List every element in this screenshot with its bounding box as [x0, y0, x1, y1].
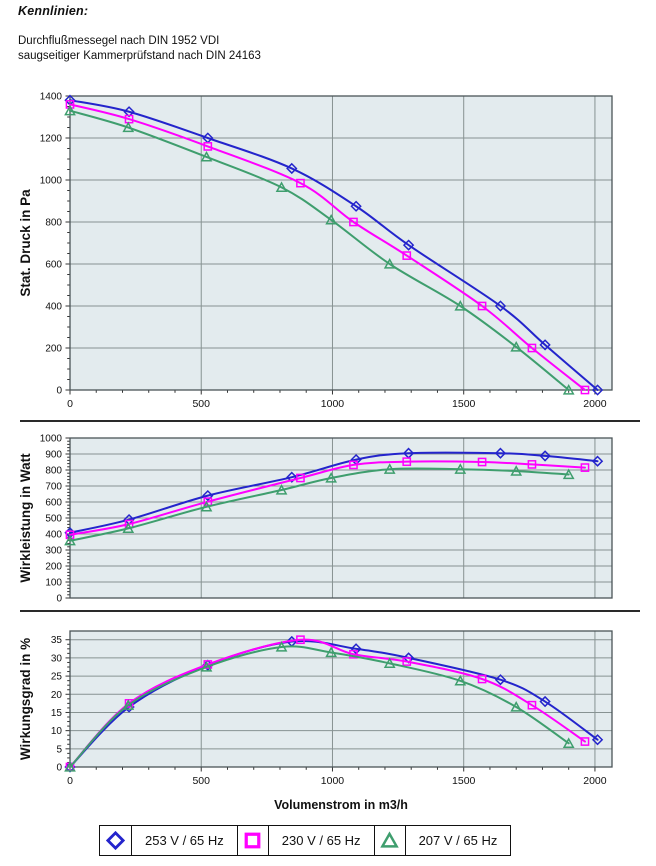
svg-text:400: 400 — [45, 530, 62, 541]
svg-text:1000: 1000 — [40, 434, 63, 445]
svg-text:1000: 1000 — [321, 398, 345, 410]
svg-text:1500: 1500 — [452, 398, 476, 410]
svg-text:1000: 1000 — [40, 176, 63, 187]
svg-text:30: 30 — [51, 653, 63, 664]
svg-text:2000: 2000 — [583, 775, 607, 787]
series-curve — [69, 645, 570, 768]
legend-label-230v: 230 V / 65 Hz — [267, 826, 374, 855]
series-curve — [69, 639, 599, 768]
svg-text:200: 200 — [45, 562, 62, 573]
static-pressure-chart: 0 200 400 600 800 1000 1200 1400 0 500 1000 1500 200… — [18, 92, 613, 410]
svg-text:10: 10 — [51, 726, 63, 737]
subtitle-line-2: saugseitiger Kammerprüfstand nach DIN 24… — [18, 49, 261, 62]
svg-text:Wirkungsgrad in %: Wirkungsgrad in % — [18, 638, 33, 760]
svg-text:15: 15 — [51, 708, 63, 719]
svg-text:0: 0 — [67, 398, 73, 410]
series-curve — [69, 109, 570, 391]
svg-text:800: 800 — [45, 218, 62, 229]
legend-diamond-icon — [100, 826, 131, 855]
svg-text:2000: 2000 — [583, 398, 607, 410]
svg-text:0: 0 — [67, 775, 73, 787]
page-title: Kennlinien: — [18, 4, 89, 18]
series-curve — [69, 467, 570, 542]
svg-text:20: 20 — [51, 690, 63, 701]
power-chart: 0 100 200 300 400 500 600 700 800 900 1000 Wirkleis… — [18, 434, 613, 605]
legend-label-207v: 207 V / 65 Hz — [404, 826, 511, 855]
svg-text:500: 500 — [192, 775, 210, 787]
svg-text:300: 300 — [45, 546, 62, 557]
svg-text:1400: 1400 — [40, 92, 63, 103]
svg-text:Stat. Druck in Pa: Stat. Druck in Pa — [18, 189, 33, 297]
svg-text:600: 600 — [45, 260, 62, 271]
svg-text:900: 900 — [45, 450, 62, 461]
legend-square-icon — [236, 826, 268, 855]
svg-text:1500: 1500 — [452, 775, 476, 787]
series-curve — [69, 99, 599, 391]
svg-text:0: 0 — [56, 594, 62, 605]
efficiency-chart: 0 5 10 15 20 25 30 35 0 500 1000 1500 2000 Wirkungsgr… — [18, 630, 613, 787]
chart-separator-line — [20, 610, 640, 612]
chart-separator-line — [20, 420, 640, 422]
svg-text:1000: 1000 — [321, 775, 345, 787]
svg-text:100: 100 — [45, 578, 62, 589]
svg-text:800: 800 — [45, 466, 62, 477]
legend-triangle-icon — [373, 826, 405, 855]
svg-text:0: 0 — [56, 386, 62, 397]
series-curve — [69, 103, 586, 391]
page-subtitle: Durchflußmessegel nach DIN 1952 VDI saug… — [18, 34, 261, 63]
svg-text:200: 200 — [45, 344, 62, 355]
svg-text:700: 700 — [45, 482, 62, 493]
svg-text:5: 5 — [56, 744, 62, 755]
legend-label-253v: 253 V / 65 Hz — [131, 826, 237, 855]
legend: 253 V / 65 Hz 230 V / 65 Hz 207 V / 65 H… — [99, 825, 512, 856]
svg-text:500: 500 — [45, 514, 62, 525]
svg-text:35: 35 — [51, 635, 63, 646]
svg-text:400: 400 — [45, 302, 62, 313]
series-curve — [69, 638, 586, 768]
svg-text:Wirkleistung in Watt: Wirkleistung in Watt — [18, 453, 33, 583]
svg-text:0: 0 — [56, 763, 62, 774]
x-axis-title: Volumenstrom in m3/h — [274, 798, 408, 812]
svg-text:600: 600 — [45, 498, 62, 509]
svg-text:1200: 1200 — [40, 134, 63, 145]
subtitle-line-1: Durchflußmessegel nach DIN 1952 VDI — [18, 35, 220, 47]
svg-text:25: 25 — [51, 672, 63, 683]
svg-text:500: 500 — [192, 398, 210, 410]
